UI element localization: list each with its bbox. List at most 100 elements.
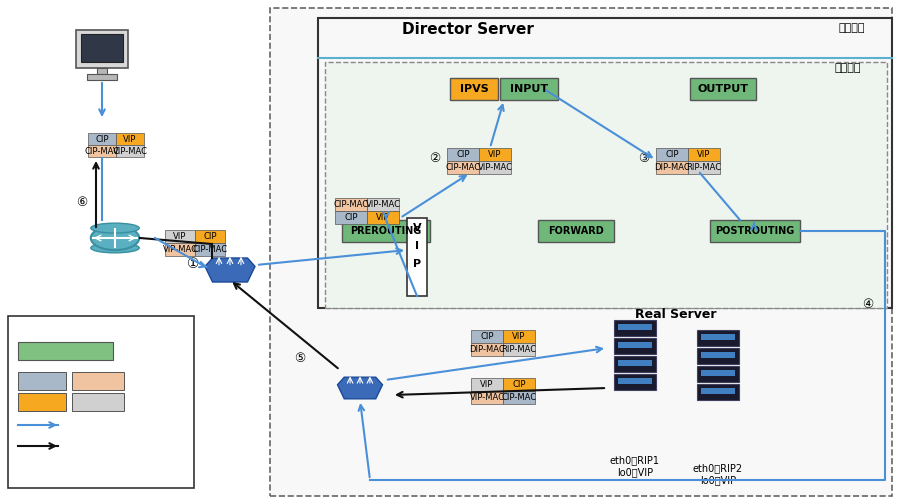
- Text: VIP: VIP: [480, 380, 494, 389]
- Text: 源IP: 源IP: [34, 376, 50, 386]
- FancyBboxPatch shape: [447, 161, 479, 174]
- FancyBboxPatch shape: [81, 34, 123, 62]
- Text: 用户空间: 用户空间: [839, 23, 865, 33]
- Text: IPVS: IPVS: [460, 84, 488, 94]
- FancyBboxPatch shape: [701, 352, 735, 358]
- FancyBboxPatch shape: [8, 316, 194, 488]
- Text: VIP-MAC: VIP-MAC: [366, 200, 401, 209]
- Text: P: P: [413, 259, 421, 269]
- FancyBboxPatch shape: [688, 148, 720, 161]
- Text: 响应报文流向: 响应报文流向: [100, 441, 136, 451]
- Polygon shape: [205, 258, 255, 282]
- FancyBboxPatch shape: [538, 220, 614, 242]
- Text: ②: ②: [430, 152, 441, 164]
- FancyBboxPatch shape: [618, 324, 652, 330]
- FancyBboxPatch shape: [656, 148, 688, 161]
- Ellipse shape: [91, 223, 139, 233]
- FancyBboxPatch shape: [342, 220, 430, 242]
- Text: Director Server: Director Server: [402, 23, 534, 37]
- Ellipse shape: [91, 226, 139, 250]
- FancyBboxPatch shape: [367, 198, 399, 211]
- Text: V: V: [413, 223, 422, 233]
- FancyBboxPatch shape: [614, 374, 656, 390]
- Text: Real Server: Real Server: [635, 307, 717, 321]
- FancyBboxPatch shape: [87, 74, 117, 80]
- FancyBboxPatch shape: [18, 342, 113, 360]
- FancyBboxPatch shape: [697, 330, 739, 346]
- FancyBboxPatch shape: [618, 342, 652, 348]
- Text: CIP: CIP: [344, 213, 358, 222]
- Text: VIP-MAC: VIP-MAC: [469, 393, 505, 402]
- FancyBboxPatch shape: [116, 145, 144, 157]
- FancyBboxPatch shape: [195, 230, 225, 243]
- FancyBboxPatch shape: [270, 8, 892, 496]
- FancyBboxPatch shape: [500, 78, 558, 100]
- Text: ④: ④: [862, 297, 874, 310]
- Text: CIP: CIP: [96, 135, 109, 144]
- Text: iptables的链: iptables的链: [40, 346, 90, 356]
- Text: ⑥: ⑥: [77, 196, 87, 209]
- FancyBboxPatch shape: [116, 133, 144, 145]
- FancyBboxPatch shape: [367, 211, 399, 224]
- FancyBboxPatch shape: [471, 330, 503, 343]
- Text: VIP: VIP: [488, 150, 502, 159]
- FancyBboxPatch shape: [471, 391, 503, 404]
- FancyBboxPatch shape: [614, 356, 656, 372]
- FancyBboxPatch shape: [18, 393, 66, 411]
- FancyBboxPatch shape: [335, 198, 367, 211]
- FancyBboxPatch shape: [697, 366, 739, 382]
- Text: VIP-MAC: VIP-MAC: [162, 245, 197, 254]
- FancyBboxPatch shape: [18, 372, 66, 390]
- Text: VIP: VIP: [173, 232, 187, 241]
- Text: ①: ①: [187, 257, 199, 271]
- FancyBboxPatch shape: [471, 378, 503, 391]
- FancyBboxPatch shape: [195, 243, 225, 256]
- Text: DIP-MAC: DIP-MAC: [654, 163, 690, 172]
- Text: CIP: CIP: [665, 150, 678, 159]
- FancyBboxPatch shape: [72, 393, 124, 411]
- Text: VIP: VIP: [513, 332, 525, 341]
- FancyBboxPatch shape: [88, 133, 116, 145]
- Text: PREROUTING: PREROUTING: [350, 226, 422, 236]
- Polygon shape: [338, 377, 383, 399]
- Text: eth0：RIP2: eth0：RIP2: [693, 463, 743, 473]
- FancyBboxPatch shape: [407, 218, 427, 296]
- Text: 源MAC: 源MAC: [84, 376, 112, 386]
- Text: CIP: CIP: [480, 332, 494, 341]
- FancyBboxPatch shape: [479, 148, 511, 161]
- FancyBboxPatch shape: [697, 384, 739, 400]
- Text: I: I: [415, 241, 419, 251]
- Text: RIP-MAC: RIP-MAC: [687, 163, 722, 172]
- Text: VIP-MAC: VIP-MAC: [478, 163, 513, 172]
- Text: lo0：VIP: lo0：VIP: [700, 475, 736, 485]
- FancyBboxPatch shape: [318, 18, 892, 308]
- Text: CIP: CIP: [456, 150, 469, 159]
- FancyBboxPatch shape: [503, 343, 535, 356]
- FancyBboxPatch shape: [450, 78, 498, 100]
- Text: CIP-MAC: CIP-MAC: [193, 245, 228, 254]
- Text: CIP: CIP: [513, 380, 526, 389]
- Text: INPUT: INPUT: [510, 84, 548, 94]
- Text: CIP-MAC: CIP-MAC: [333, 200, 369, 209]
- FancyBboxPatch shape: [335, 211, 367, 224]
- FancyBboxPatch shape: [72, 372, 124, 390]
- FancyBboxPatch shape: [690, 78, 756, 100]
- Text: ⑤: ⑤: [295, 351, 305, 364]
- FancyBboxPatch shape: [701, 370, 735, 376]
- Text: 目标MAC: 目标MAC: [81, 397, 114, 407]
- Text: eth0：RIP1: eth0：RIP1: [610, 455, 660, 465]
- FancyBboxPatch shape: [656, 161, 688, 174]
- FancyBboxPatch shape: [447, 148, 479, 161]
- Text: DIP-MAC: DIP-MAC: [469, 345, 505, 354]
- Text: CIP-MAC: CIP-MAC: [85, 147, 120, 156]
- Text: 请求报文流向: 请求报文流向: [100, 420, 136, 430]
- Text: RIP-MAC: RIP-MAC: [502, 345, 537, 354]
- Text: 目标IP: 目标IP: [32, 397, 52, 407]
- Text: FORWARD: FORWARD: [548, 226, 604, 236]
- FancyBboxPatch shape: [688, 161, 720, 174]
- FancyBboxPatch shape: [88, 145, 116, 157]
- Text: CIP-MAC: CIP-MAC: [502, 393, 537, 402]
- FancyBboxPatch shape: [701, 388, 735, 394]
- Text: VIP: VIP: [123, 135, 137, 144]
- FancyBboxPatch shape: [618, 378, 652, 384]
